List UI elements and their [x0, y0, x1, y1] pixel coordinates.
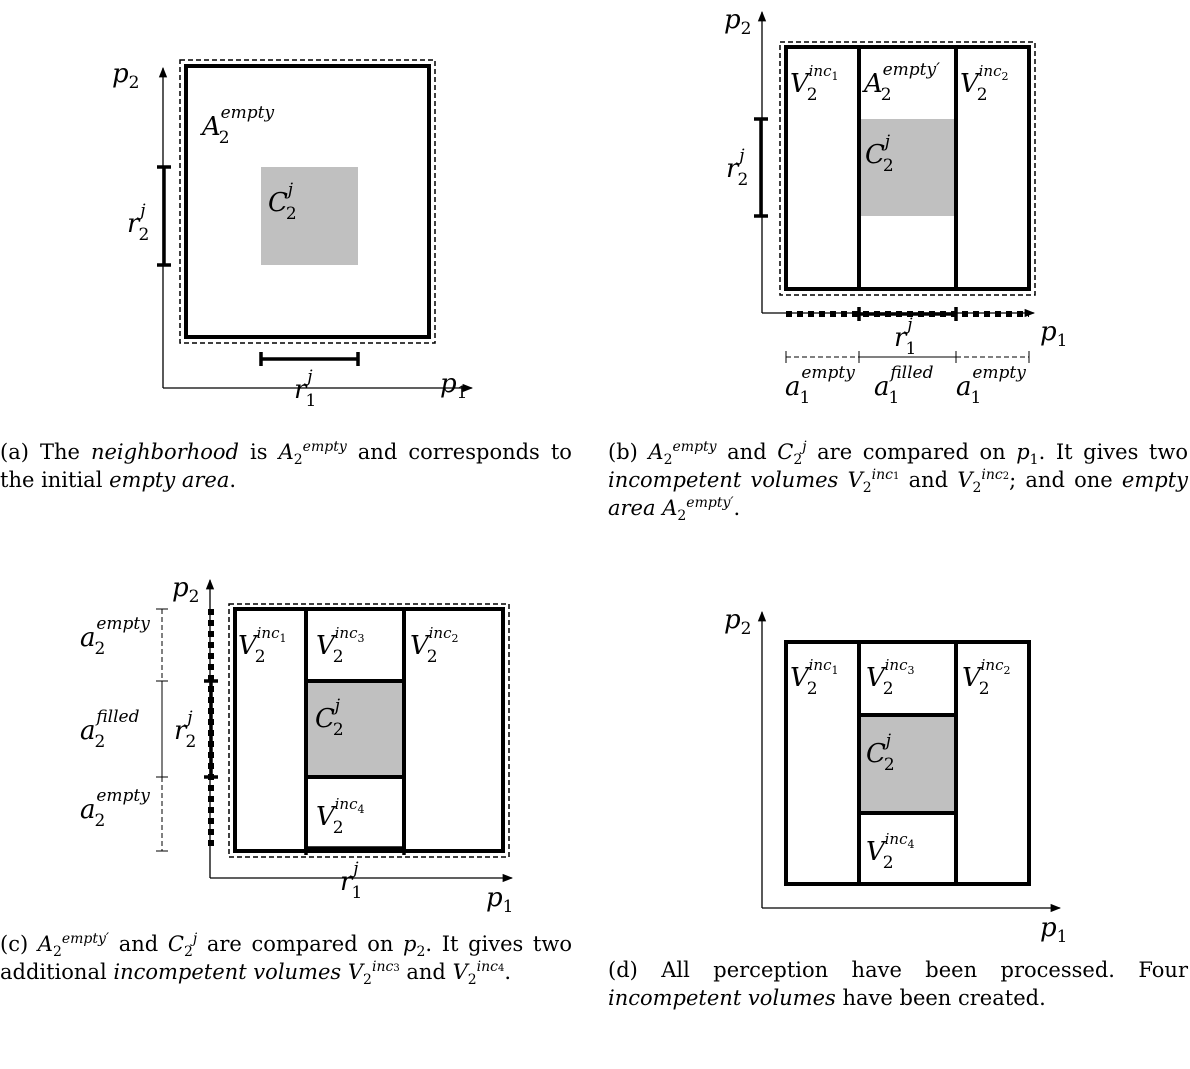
panel-a-r2-label: r2j — [127, 201, 149, 245]
panel-a-empty-area — [184, 64, 431, 339]
panel-d-x-axis-label: p1 — [1040, 913, 1067, 947]
panel-b-a-label: A2empty′ — [862, 60, 940, 105]
panel-d-v4-label: V2inc4 — [866, 830, 914, 873]
panel-b-cell — [861, 119, 955, 216]
panel-b-y-axis-label: p2 — [724, 5, 751, 39]
panel-d-cell-label: C2j — [866, 731, 895, 775]
panel-c-r1-label: r1j — [340, 859, 362, 903]
panel-c-cell — [307, 682, 403, 777]
panel-b-a1-empty-left-label: a1empty — [785, 363, 855, 408]
panel-d-v1-label: V2inc1 — [790, 656, 838, 699]
panel-c-x-axis-label: p1 — [486, 883, 513, 917]
panel-b-cell-label: C2j — [865, 132, 894, 176]
panel-a-r2-bracket — [157, 165, 171, 267]
panel-d-cell — [861, 716, 955, 812]
panel-d-y-axis-label: p2 — [724, 605, 751, 639]
panel-b-dashed-boundary — [779, 41, 1036, 296]
panel-a-area-label: A2empty — [200, 103, 275, 148]
panel-c-a2-empty-bottom-label: a2empty — [80, 786, 150, 831]
panel-b-a1-empty-right-label: a1empty — [956, 363, 1026, 408]
panel-b-r1-label: r1j — [894, 315, 916, 359]
panel-b-a1-dimensions — [785, 351, 1030, 363]
panel-c-cell-label: C2j — [315, 696, 344, 740]
panel-c: p2 p1 V2inc1 V2inc3 V2inc2 C2j V2inc4 r2… — [80, 573, 513, 917]
panel-b-v1-label: V2inc1 — [790, 62, 838, 105]
caption-c: (c) A2empty′ and C2j are compared on p2.… — [0, 931, 572, 989]
panel-a-cell — [261, 167, 358, 265]
panel-a-r1-bracket — [259, 352, 360, 366]
panel-a: p2 p1 A2empty C2j r2j r1j — [112, 59, 474, 411]
panel-b-a1-filled-label: a1filled — [874, 363, 934, 408]
caption-d: (d) All perception have been processed. … — [608, 958, 1188, 1010]
panel-c-r2-label: r2j — [174, 708, 196, 752]
panel-c-v2-label: V2inc2 — [410, 624, 458, 667]
panel-d-frame — [784, 640, 1031, 886]
panel-a-r1-label: r1j — [294, 367, 316, 411]
panel-a-y-axis-label: p2 — [112, 59, 139, 93]
panel-b-v2-label: V2inc2 — [960, 62, 1008, 105]
panel-c-a2-filled-label: a2filled — [80, 707, 140, 752]
panel-d: p2 p1 V2inc1 V2inc3 V2inc2 C2j V2inc4 — [724, 605, 1067, 947]
panel-c-y-axis-label: p2 — [172, 573, 199, 607]
panel-c-v4-label: V2inc4 — [316, 795, 364, 838]
panel-b: p2 p1 V2inc1 A2empty′ V2inc2 C2j r2j r1j… — [724, 5, 1067, 408]
panel-c-r1-bracket — [304, 841, 406, 855]
panel-c-frame — [233, 607, 505, 853]
panel-c-a2-empty-top-label: a2empty — [80, 614, 150, 659]
panel-b-frame — [784, 45, 1031, 291]
caption-b: (b) A2empty and C2j are compared on p1. … — [608, 439, 1189, 525]
panel-a-x-axis-label: p1 — [440, 369, 467, 403]
caption-a: (a) The neighborhood is A2empty and corr… — [0, 439, 572, 492]
panel-b-r2-bracket — [754, 117, 768, 218]
panel-b-r1-bracket — [857, 307, 958, 321]
panel-b-x-axis-label: p1 — [1040, 317, 1067, 351]
panel-b-r2-label: r2j — [726, 146, 748, 190]
panel-d-v2-label: V2inc2 — [962, 656, 1010, 699]
panel-c-dashed-boundary — [228, 603, 510, 858]
panel-c-r2-bracket — [204, 679, 218, 779]
panel-c-v3-label: V2inc3 — [316, 624, 364, 667]
panel-c-v1-label: V2inc1 — [238, 624, 286, 667]
panel-a-dashed-boundary — [179, 59, 436, 344]
panel-c-a2-dimensions — [156, 608, 168, 852]
panel-a-cell-label: C2j — [268, 180, 297, 224]
panel-d-v3-label: V2inc3 — [866, 656, 914, 699]
